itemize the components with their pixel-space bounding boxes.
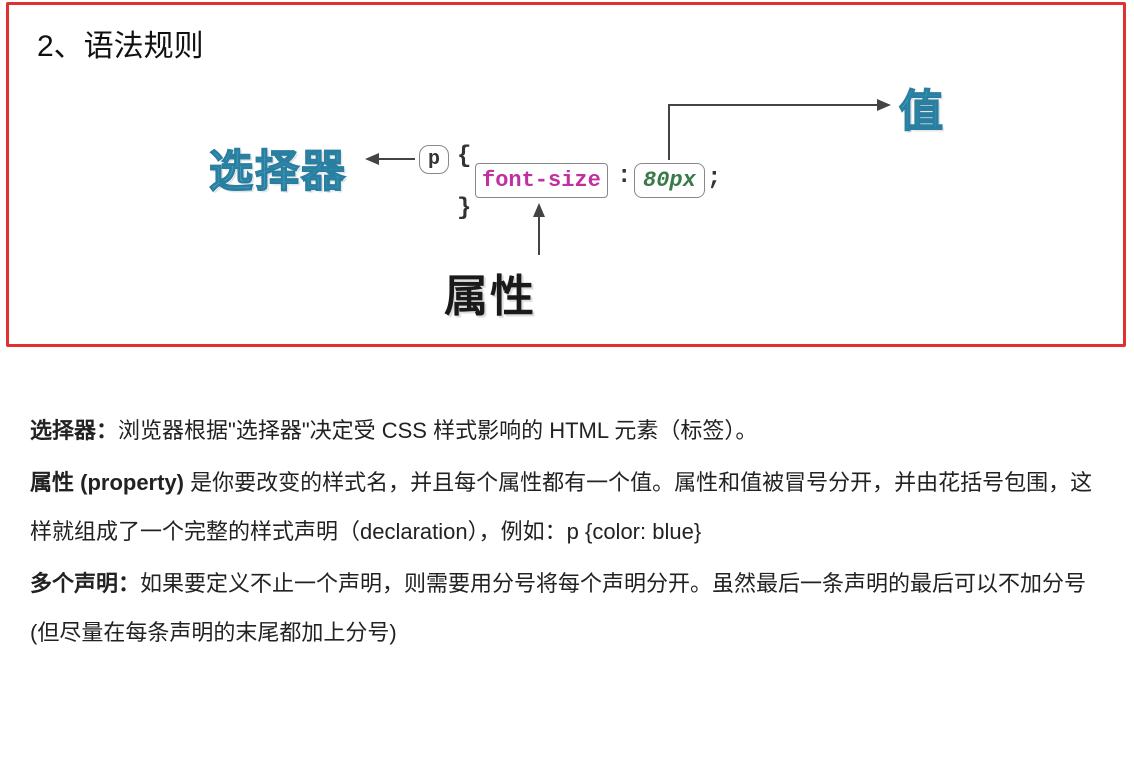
property-label: 属性 (444, 260, 536, 324)
diagram-area: 选择器 值 属性 p { } font-size : 80px ; (9, 65, 1123, 325)
diagram-container: 2、语法规则 选择器 值 属性 p { } font-size : 80px ; (6, 2, 1126, 347)
value-label: 值 (899, 75, 943, 139)
term-selector: 选择器： (30, 418, 118, 443)
body-selector: 浏览器根据"选择器"决定受 CSS 样式影响的 HTML 元素（标签）。 (118, 418, 757, 443)
selector-label: 选择器 (209, 135, 347, 199)
body-property: 是你要改变的样式名，并且每个属性都有一个值。属性和值被冒号分开，并由花括号包围，… (30, 470, 1092, 543)
selector-token-box: p (419, 145, 449, 174)
brace-open: { (457, 143, 471, 170)
colon-token: : (617, 163, 631, 190)
definition-multi: 多个声明：如果要定义不止一个声明，则需要用分号将每个声明分开。虽然最后一条声明的… (30, 560, 1110, 657)
definition-selector: 选择器：浏览器根据"选择器"决定受 CSS 样式影响的 HTML 元素（标签）。 (30, 407, 1110, 455)
term-property: 属性 (property) (30, 470, 190, 495)
brace-close: } (457, 195, 471, 222)
term-multi: 多个声明： (30, 571, 140, 596)
property-token-box: font-size (475, 163, 608, 198)
semicolon-token: ; (707, 165, 721, 192)
section-title: 2、语法规则 (37, 21, 1123, 65)
definitions-block: 选择器：浏览器根据"选择器"决定受 CSS 样式影响的 HTML 元素（标签）。… (30, 407, 1110, 657)
definition-property: 属性 (property) 是你要改变的样式名，并且每个属性都有一个值。属性和值… (30, 459, 1110, 556)
body-multi: 如果要定义不止一个声明，则需要用分号将每个声明分开。虽然最后一条声明的最后可以不… (30, 571, 1086, 644)
value-token-box: 80px (634, 163, 705, 198)
